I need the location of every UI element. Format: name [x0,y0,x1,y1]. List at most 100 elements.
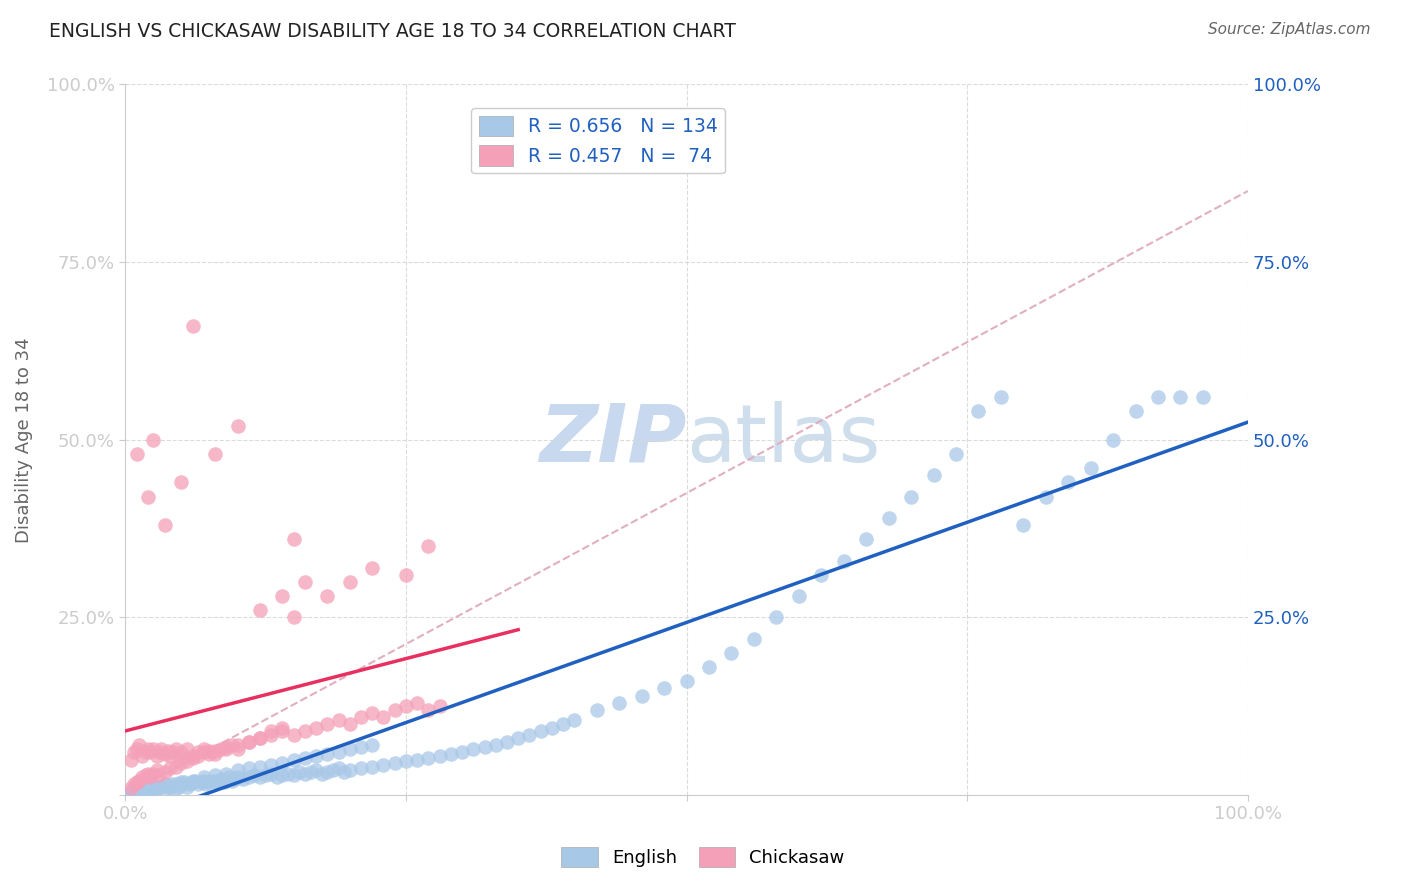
Point [179,777,201,791]
Point [209,772,232,787]
Point [406,752,429,766]
Point [271,589,294,603]
Point [226,739,249,753]
Point [204,447,226,461]
Point [134,746,156,760]
Point [395,567,418,582]
Point [322,763,344,777]
Point [418,751,440,765]
Point [204,744,226,758]
Point [339,763,361,777]
Point [181,751,204,765]
Point [170,746,193,760]
Point [181,775,204,789]
Point [232,772,254,787]
Point [350,710,373,724]
Point [316,765,339,780]
Point [238,770,260,784]
Point [384,703,406,717]
Point [294,574,316,589]
Point [361,739,384,753]
Point [226,418,249,433]
Point [607,696,630,710]
Point [418,539,440,553]
Point [131,780,153,795]
Point [198,775,221,789]
Point [212,775,235,789]
Point [395,699,418,714]
Point [271,721,294,735]
Point [159,749,181,764]
Point [218,770,240,784]
Point [260,728,283,742]
Point [361,759,384,773]
Point [226,770,249,784]
Point [350,761,373,775]
Point [198,744,221,758]
Point [195,777,218,791]
Point [124,777,146,791]
Point [294,751,316,765]
Point [207,773,229,788]
Point [215,773,238,788]
Point [384,756,406,770]
Point [181,749,204,764]
Point [224,772,246,787]
Point [373,758,395,772]
Point [283,768,305,782]
Point [429,749,451,764]
Point [271,756,294,770]
Point [339,717,361,731]
Point [162,746,184,760]
Point [1102,433,1125,447]
Point [299,765,322,780]
Point [249,770,271,784]
Point [145,749,167,764]
Point [139,782,162,797]
Point [339,574,361,589]
Point [124,782,146,797]
Point [311,766,333,780]
Point [406,696,429,710]
Point [440,747,463,761]
Point [585,703,607,717]
Point [350,739,373,754]
Point [120,752,142,766]
Point [294,724,316,739]
Point [165,777,187,791]
Point [508,731,530,746]
Point [170,475,193,490]
Point [787,589,810,603]
Point [176,754,198,768]
Point [271,724,294,739]
Point [900,490,922,504]
Point [128,739,150,753]
Point [181,319,204,334]
Point [395,754,418,768]
Point [150,742,173,756]
Point [153,518,176,533]
Point [238,761,260,775]
Point [249,731,271,746]
Point [165,759,187,773]
Text: ZIP: ZIP [538,401,686,479]
Point [1012,518,1035,533]
Point [204,747,226,761]
Point [283,610,305,624]
Point [1035,490,1057,504]
Point [176,780,198,794]
Point [136,490,159,504]
Point [238,735,260,749]
Point [720,646,742,660]
Point [173,775,195,789]
Y-axis label: Disability Age 18 to 34: Disability Age 18 to 34 [15,337,32,542]
Point [193,742,215,756]
Point [187,749,209,764]
Point [226,742,249,756]
Point [128,784,150,798]
Point [551,717,574,731]
Point [765,610,787,624]
Point [260,724,283,739]
Text: Source: ZipAtlas.com: Source: ZipAtlas.com [1208,22,1371,37]
Point [1080,461,1102,475]
